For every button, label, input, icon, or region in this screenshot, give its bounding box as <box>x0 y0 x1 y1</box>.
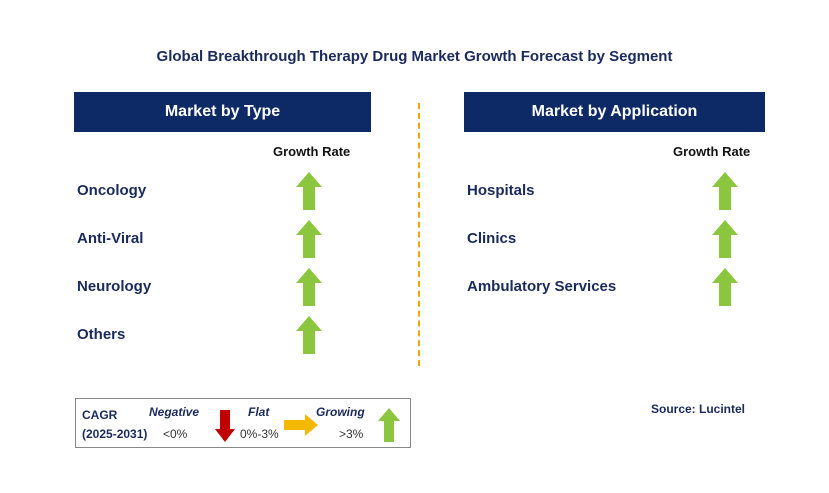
application-row-hospitals: Hospitals <box>467 182 535 199</box>
up-arrow-icon <box>712 268 738 306</box>
legend-growing-label: Growing <box>316 405 365 419</box>
chart-title: Global Breakthrough Therapy Drug Market … <box>156 48 673 65</box>
application-row-ambulatory-services: Ambulatory Services <box>467 278 617 295</box>
legend-growing-value: >3% <box>339 427 364 441</box>
up-arrow-icon <box>378 408 400 442</box>
source-note: Source: Lucintel <box>651 402 746 416</box>
legend-flat-label: Flat <box>248 405 270 419</box>
up-arrow-icon <box>712 220 738 258</box>
application-row-clinics: Clinics <box>467 230 517 247</box>
right-growth-rate-label: Growth Rate <box>673 144 751 159</box>
legend-negative-label: Negative <box>149 405 200 419</box>
left-growth-rate-label: Growth Rate <box>273 144 351 159</box>
up-arrow-icon <box>712 172 738 210</box>
up-arrow-icon <box>296 316 322 354</box>
cagr-legend: CAGR (2025-2031) Negative <0% Flat 0%-3%… <box>75 398 411 448</box>
type-row-oncology: Oncology <box>77 182 147 199</box>
legend-period: (2025-2031) <box>82 427 148 441</box>
type-row-neurology: Neurology <box>77 278 152 295</box>
up-arrow-icon <box>296 220 322 258</box>
market-by-application-header: Market by Application <box>464 92 765 132</box>
type-row-anti-viral: Anti-Viral <box>77 230 144 247</box>
down-arrow-icon <box>215 410 235 442</box>
up-arrow-icon <box>296 172 322 210</box>
market-by-type-header: Market by Type <box>74 92 371 132</box>
type-row-others: Others <box>77 326 126 343</box>
right-arrow-icon <box>284 414 318 436</box>
panel-divider <box>418 103 420 366</box>
legend-flat-value: 0%-3% <box>240 427 279 441</box>
up-arrow-icon <box>296 268 322 306</box>
legend-cagr-label: CAGR <box>82 408 118 422</box>
legend-negative-value: <0% <box>163 427 188 441</box>
